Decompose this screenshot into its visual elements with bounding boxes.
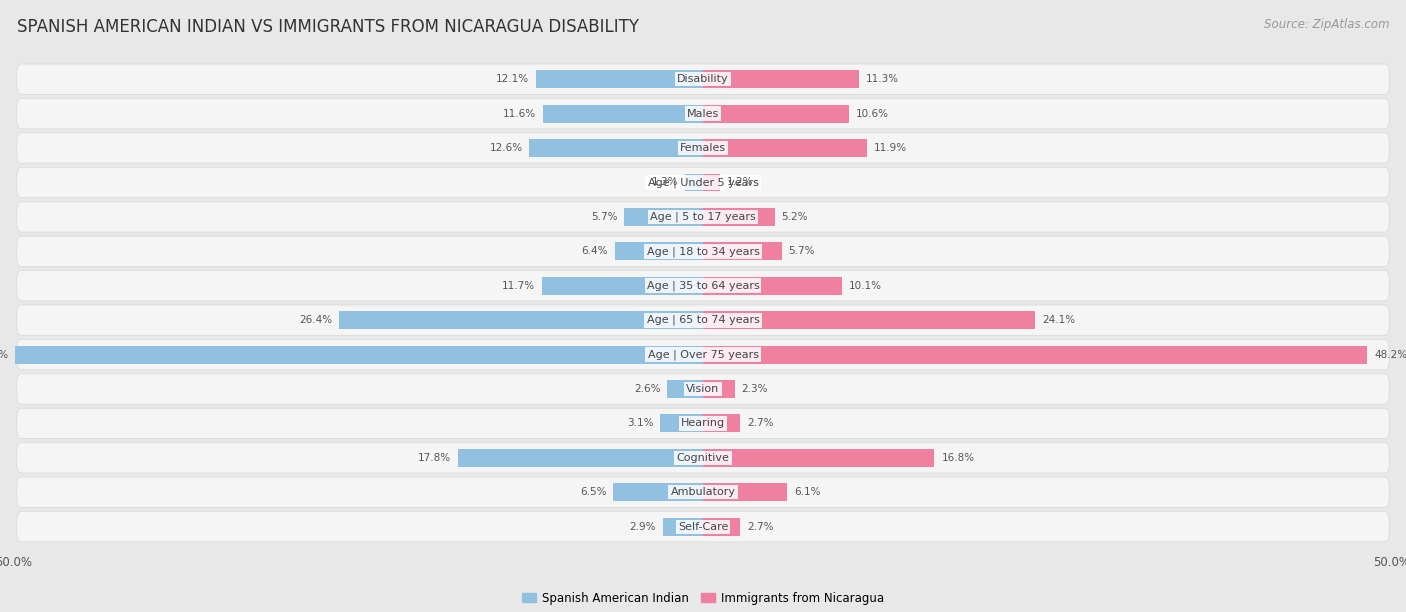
FancyBboxPatch shape — [17, 64, 1389, 94]
Bar — [15, 346, 703, 364]
Text: 6.1%: 6.1% — [794, 487, 821, 498]
Bar — [703, 139, 868, 157]
FancyBboxPatch shape — [17, 271, 1389, 301]
FancyBboxPatch shape — [17, 133, 1389, 163]
Text: Females: Females — [681, 143, 725, 153]
Bar — [703, 518, 740, 536]
Bar — [339, 311, 703, 329]
Text: Age | 35 to 64 years: Age | 35 to 64 years — [647, 280, 759, 291]
Legend: Spanish American Indian, Immigrants from Nicaragua: Spanish American Indian, Immigrants from… — [517, 587, 889, 610]
Text: 24.1%: 24.1% — [1042, 315, 1076, 325]
Text: 1.2%: 1.2% — [727, 177, 754, 187]
Bar — [703, 483, 787, 501]
Bar — [661, 414, 703, 432]
Text: 1.3%: 1.3% — [652, 177, 678, 187]
Bar — [614, 242, 703, 260]
Text: 11.7%: 11.7% — [502, 281, 534, 291]
Text: 12.1%: 12.1% — [496, 74, 530, 84]
FancyBboxPatch shape — [17, 236, 1389, 266]
Bar — [703, 346, 1367, 364]
Text: 2.7%: 2.7% — [747, 521, 773, 532]
FancyBboxPatch shape — [17, 477, 1389, 507]
Text: 12.6%: 12.6% — [489, 143, 523, 153]
Text: Males: Males — [688, 108, 718, 119]
Text: Vision: Vision — [686, 384, 720, 394]
FancyBboxPatch shape — [17, 99, 1389, 129]
Text: Disability: Disability — [678, 74, 728, 84]
Text: 11.6%: 11.6% — [503, 108, 536, 119]
Bar — [668, 380, 703, 398]
Text: 3.1%: 3.1% — [627, 419, 654, 428]
FancyBboxPatch shape — [17, 202, 1389, 232]
Text: Self-Care: Self-Care — [678, 521, 728, 532]
Text: Cognitive: Cognitive — [676, 453, 730, 463]
Text: 10.1%: 10.1% — [849, 281, 882, 291]
FancyBboxPatch shape — [17, 167, 1389, 198]
Text: 5.2%: 5.2% — [782, 212, 808, 222]
Bar — [530, 139, 703, 157]
Text: Age | Under 5 years: Age | Under 5 years — [648, 177, 758, 188]
Text: 48.2%: 48.2% — [1374, 349, 1406, 360]
Text: Age | 65 to 74 years: Age | 65 to 74 years — [647, 315, 759, 326]
Text: Age | Over 75 years: Age | Over 75 years — [648, 349, 758, 360]
Text: Ambulatory: Ambulatory — [671, 487, 735, 498]
FancyBboxPatch shape — [17, 374, 1389, 404]
Text: 2.3%: 2.3% — [741, 384, 768, 394]
FancyBboxPatch shape — [17, 512, 1389, 542]
Bar — [703, 414, 740, 432]
Text: SPANISH AMERICAN INDIAN VS IMMIGRANTS FROM NICARAGUA DISABILITY: SPANISH AMERICAN INDIAN VS IMMIGRANTS FR… — [17, 18, 638, 36]
Text: Age | 18 to 34 years: Age | 18 to 34 years — [647, 246, 759, 256]
Bar — [703, 70, 859, 88]
Bar — [613, 483, 703, 501]
Text: 17.8%: 17.8% — [418, 453, 451, 463]
FancyBboxPatch shape — [17, 340, 1389, 370]
Text: 11.3%: 11.3% — [866, 74, 898, 84]
Text: 2.7%: 2.7% — [747, 419, 773, 428]
Text: Age | 5 to 17 years: Age | 5 to 17 years — [650, 212, 756, 222]
Text: 5.7%: 5.7% — [591, 212, 617, 222]
Bar — [703, 242, 782, 260]
FancyBboxPatch shape — [17, 305, 1389, 335]
Text: 6.5%: 6.5% — [581, 487, 606, 498]
Bar — [685, 174, 703, 192]
Bar — [664, 518, 703, 536]
Text: 2.6%: 2.6% — [634, 384, 661, 394]
Text: 5.7%: 5.7% — [789, 246, 815, 256]
Text: 16.8%: 16.8% — [942, 453, 974, 463]
Text: 11.9%: 11.9% — [875, 143, 907, 153]
Text: 2.9%: 2.9% — [630, 521, 657, 532]
Bar — [703, 380, 735, 398]
Bar — [458, 449, 703, 467]
Bar — [703, 174, 720, 192]
Text: Hearing: Hearing — [681, 419, 725, 428]
Bar — [703, 208, 775, 226]
Text: 49.9%: 49.9% — [0, 349, 8, 360]
Bar — [543, 105, 703, 122]
Bar — [703, 449, 935, 467]
FancyBboxPatch shape — [17, 408, 1389, 439]
FancyBboxPatch shape — [17, 442, 1389, 473]
Bar — [541, 277, 703, 294]
Text: 26.4%: 26.4% — [299, 315, 332, 325]
Bar — [624, 208, 703, 226]
Bar — [703, 311, 1035, 329]
Bar — [703, 277, 842, 294]
Text: Source: ZipAtlas.com: Source: ZipAtlas.com — [1264, 18, 1389, 31]
Bar — [536, 70, 703, 88]
Text: 6.4%: 6.4% — [582, 246, 607, 256]
Text: 10.6%: 10.6% — [856, 108, 889, 119]
Bar — [703, 105, 849, 122]
